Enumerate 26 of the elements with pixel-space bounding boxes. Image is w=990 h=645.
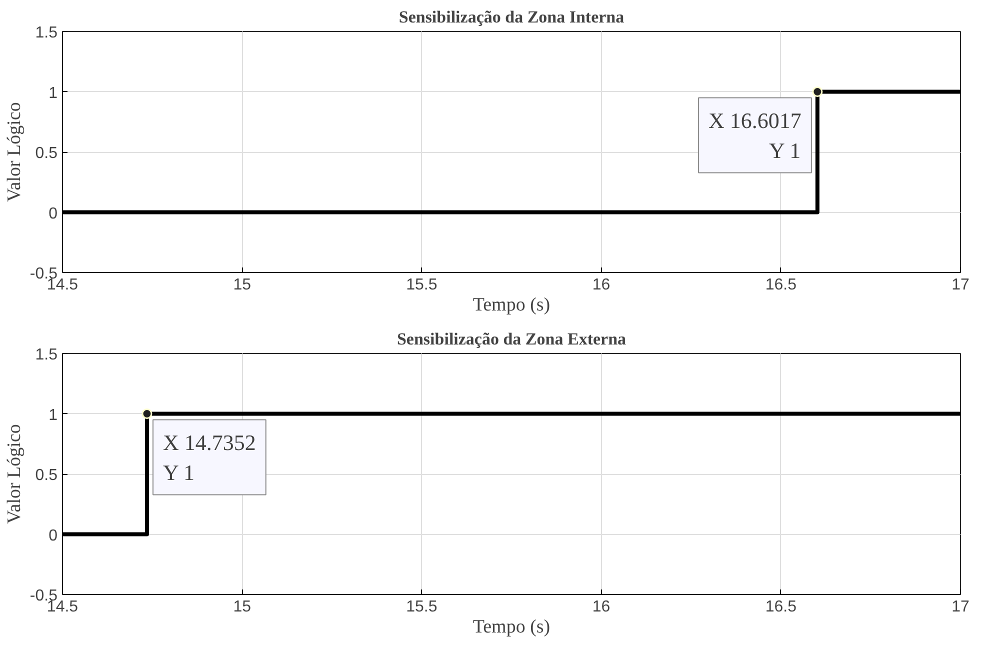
x-tick-label: 15 — [233, 598, 252, 616]
y-axis-title: Valor Lógico — [4, 424, 25, 524]
x-axis-title: Tempo (s) — [472, 294, 550, 316]
y-axis-title: Valor Lógico — [4, 102, 25, 202]
x-tick-label: 16.5 — [765, 598, 797, 616]
x-tick-label: 15.5 — [406, 598, 438, 616]
y-tick-label: 1.5 — [35, 24, 58, 42]
x-tick-label: 16 — [592, 598, 610, 616]
x-tick-label: 17 — [952, 276, 970, 294]
x-tick-label: 16 — [592, 276, 610, 294]
annotation: X 16.6017 Y 1 — [708, 108, 802, 163]
x-tick-label: 15.5 — [406, 276, 438, 294]
y-tick-label: 0 — [48, 527, 58, 544]
x-tick-label: 16.5 — [765, 276, 797, 294]
y-tick-label: 0 — [48, 205, 58, 222]
y-tick-label: 0.5 — [35, 145, 58, 162]
chart-title: Sensibilização da Zona Externa — [396, 330, 627, 348]
y-tick-label: 1.5 — [35, 346, 58, 364]
y-tick-label: 0.5 — [35, 467, 58, 484]
y-tick-label: 1 — [48, 406, 58, 424]
x-tick-label: 17 — [952, 598, 970, 616]
y-tick-label: 1 — [48, 84, 58, 102]
annotation: X 14.7352 Y 1 — [162, 430, 256, 485]
chart-title: Sensibilização da Zona Interna — [398, 8, 625, 26]
x-tick-label: 15 — [233, 276, 252, 294]
x-axis-title: Tempo (s) — [472, 616, 550, 638]
